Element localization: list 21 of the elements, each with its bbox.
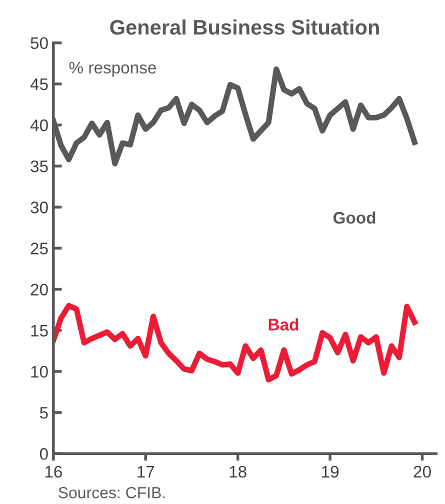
x-tick-label: 17 [138, 466, 154, 478]
y-tick-label: 5 [40, 407, 48, 419]
y-tick-label: 35 [30, 160, 48, 172]
text: Good [333, 211, 376, 224]
source-note: Sources: CFIB. [58, 487, 165, 498]
x-tick-label: 19 [322, 466, 339, 478]
x-tick-label: 16 [45, 466, 62, 478]
y-tick-label: 40 [30, 119, 48, 132]
y-axis-title: % response [69, 62, 156, 77]
x-tick-label: 18 [230, 466, 246, 478]
chart-title: General Business Situation [110, 19, 379, 35]
x-tick-label: 20 [414, 466, 431, 478]
series-label: Bad [268, 318, 298, 331]
y-tick-label: 50 [30, 37, 48, 50]
y-tick-label: 10 [31, 366, 48, 378]
y-tick-label: 30 [30, 202, 48, 214]
y-tick-label: 0 [40, 448, 48, 460]
y-tick-label: 20 [30, 284, 48, 296]
y-tick-label: 25 [30, 242, 48, 254]
y-tick-label: 45 [30, 78, 48, 90]
y-tick-label: 15 [31, 324, 48, 337]
